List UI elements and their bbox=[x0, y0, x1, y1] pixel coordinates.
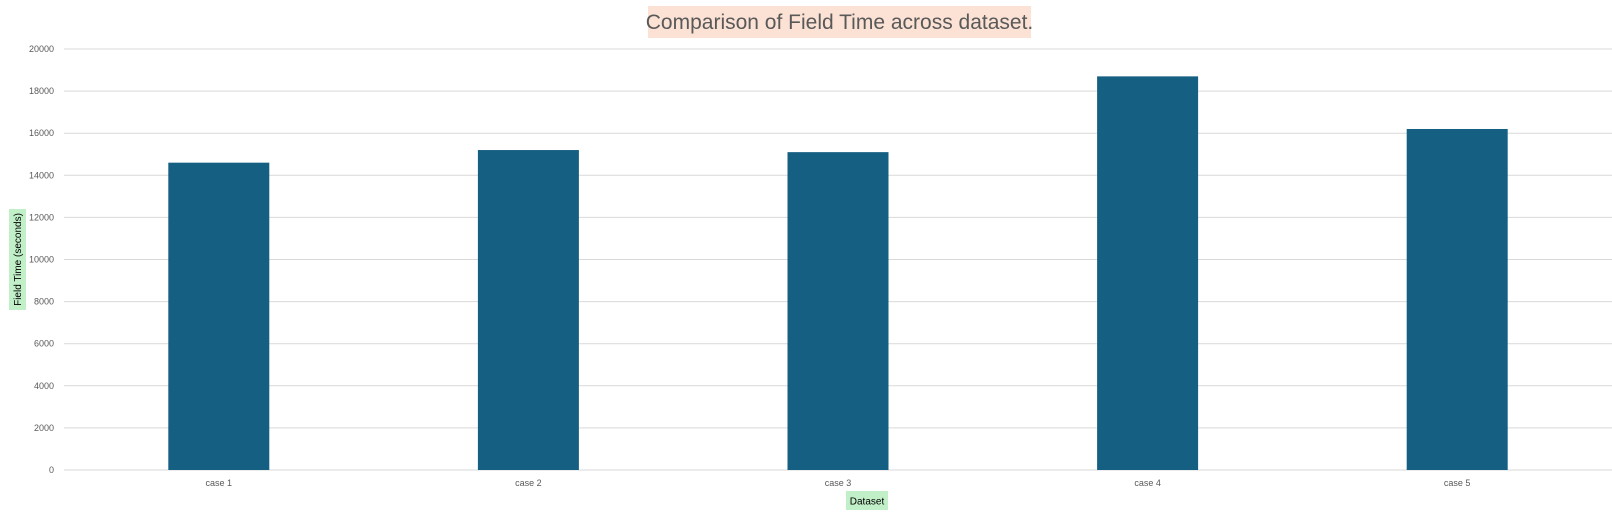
y-tick-label: 6000 bbox=[34, 339, 54, 349]
x-tick-label: case 4 bbox=[1134, 478, 1161, 488]
y-tick-label: 14000 bbox=[29, 170, 54, 180]
y-axis-ticks: 0 2000 4000 6000 8000 10000 12000 14000 16000 180… bbox=[29, 44, 54, 475]
y-tick-label: 16000 bbox=[29, 128, 54, 138]
bar-case-2 bbox=[477, 150, 579, 471]
y-axis-title: Field Time (seconds) bbox=[13, 213, 24, 306]
x-tick-label: case 5 bbox=[1444, 478, 1471, 488]
y-tick-label: 4000 bbox=[34, 381, 54, 391]
bar-case-4 bbox=[1097, 76, 1199, 471]
x-tick-label: case 3 bbox=[825, 478, 852, 488]
y-tick-label: 12000 bbox=[29, 212, 54, 222]
x-axis-title: Dataset bbox=[850, 497, 885, 508]
y-axis-title-background bbox=[9, 209, 26, 310]
y-tick-label: 0 bbox=[49, 465, 54, 475]
x-axis-title-background bbox=[846, 491, 888, 510]
bars bbox=[168, 76, 1508, 471]
bar-case-1 bbox=[168, 162, 270, 471]
chart-title: Comparison of Field Time across dataset. bbox=[646, 11, 1034, 34]
y-tick-label: 18000 bbox=[29, 86, 54, 96]
x-tick-label: case 1 bbox=[206, 478, 233, 488]
x-axis-categories: case 1 case 2 case 3 case 4 case 5 bbox=[206, 478, 1471, 488]
x-tick-label: case 2 bbox=[515, 478, 542, 488]
y-tick-label: 10000 bbox=[29, 255, 54, 265]
chart-title-background bbox=[648, 6, 1031, 38]
y-tick-label: 20000 bbox=[29, 44, 54, 54]
bar-case-5 bbox=[1406, 128, 1508, 471]
y-tick-label: 2000 bbox=[34, 423, 54, 433]
y-tick-label: 8000 bbox=[34, 297, 54, 307]
bar-case-3 bbox=[787, 152, 889, 470]
